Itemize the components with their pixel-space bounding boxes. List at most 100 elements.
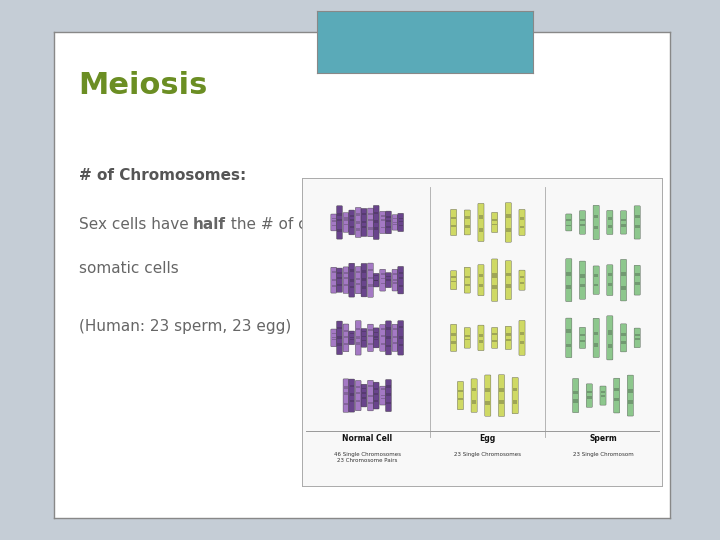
FancyBboxPatch shape (634, 206, 640, 239)
FancyBboxPatch shape (356, 207, 361, 238)
FancyBboxPatch shape (464, 210, 470, 235)
Bar (344, 276, 348, 279)
FancyBboxPatch shape (451, 325, 456, 352)
FancyBboxPatch shape (343, 213, 348, 232)
Bar (344, 392, 348, 395)
Bar (485, 401, 490, 405)
FancyBboxPatch shape (593, 266, 599, 294)
Bar (621, 286, 626, 290)
FancyBboxPatch shape (464, 328, 470, 348)
Bar (600, 391, 606, 393)
FancyBboxPatch shape (380, 211, 386, 233)
Text: Meiosis: Meiosis (78, 71, 208, 100)
Bar (492, 340, 497, 342)
Bar (492, 273, 497, 278)
Bar (506, 214, 510, 218)
FancyBboxPatch shape (386, 273, 392, 288)
Bar (399, 218, 403, 219)
Bar (344, 272, 348, 274)
FancyBboxPatch shape (505, 261, 511, 300)
Bar (361, 278, 366, 281)
Bar (393, 224, 397, 225)
Bar (506, 334, 510, 336)
Bar (580, 284, 585, 287)
FancyBboxPatch shape (361, 384, 366, 407)
Bar (492, 333, 497, 334)
Bar (380, 215, 384, 217)
Bar (393, 282, 397, 284)
Bar (344, 217, 348, 219)
Bar (361, 388, 366, 389)
Bar (344, 330, 348, 332)
FancyBboxPatch shape (373, 382, 379, 409)
Bar (621, 333, 626, 336)
Bar (374, 339, 379, 340)
Bar (331, 271, 336, 273)
Bar (361, 397, 366, 399)
Bar (520, 341, 524, 345)
Bar (380, 388, 384, 390)
Bar (374, 212, 379, 214)
Bar (361, 336, 366, 338)
Bar (356, 342, 360, 345)
Bar (399, 285, 403, 287)
Bar (331, 220, 336, 221)
Bar (520, 217, 524, 220)
FancyBboxPatch shape (373, 273, 379, 287)
FancyBboxPatch shape (336, 321, 343, 355)
FancyBboxPatch shape (634, 328, 640, 348)
Bar (350, 400, 354, 402)
Bar (380, 343, 384, 346)
FancyBboxPatch shape (580, 211, 585, 234)
Bar (393, 273, 397, 275)
Bar (393, 218, 397, 219)
FancyBboxPatch shape (367, 324, 373, 352)
Bar (374, 332, 379, 333)
FancyBboxPatch shape (492, 212, 498, 233)
Bar (513, 400, 518, 404)
Bar (368, 402, 373, 404)
Bar (380, 283, 384, 285)
FancyBboxPatch shape (336, 268, 343, 292)
Bar (621, 224, 626, 227)
FancyBboxPatch shape (348, 210, 354, 235)
FancyBboxPatch shape (361, 208, 366, 237)
Bar (368, 213, 373, 215)
Bar (386, 394, 390, 396)
Bar (356, 271, 360, 273)
FancyBboxPatch shape (607, 316, 613, 360)
Bar (356, 386, 360, 388)
FancyBboxPatch shape (330, 267, 336, 293)
Text: Egg: Egg (480, 434, 496, 443)
Bar (580, 224, 585, 226)
Bar (513, 388, 518, 391)
FancyBboxPatch shape (380, 325, 386, 351)
FancyBboxPatch shape (356, 321, 361, 355)
FancyBboxPatch shape (386, 211, 392, 234)
FancyBboxPatch shape (478, 265, 484, 296)
Bar (393, 342, 397, 345)
FancyBboxPatch shape (330, 214, 336, 231)
Bar (380, 397, 384, 399)
Bar (368, 395, 373, 397)
Bar (614, 388, 619, 391)
Bar (580, 334, 585, 336)
Bar (458, 390, 463, 393)
Bar (337, 213, 341, 215)
Bar (368, 343, 373, 345)
Bar (361, 270, 366, 273)
Bar (374, 388, 379, 389)
FancyBboxPatch shape (348, 263, 354, 297)
Bar (594, 284, 598, 287)
FancyBboxPatch shape (519, 210, 525, 235)
Bar (350, 384, 354, 387)
Bar (451, 217, 456, 219)
FancyBboxPatch shape (572, 379, 579, 413)
Bar (386, 226, 390, 228)
Bar (399, 343, 403, 346)
Bar (380, 335, 384, 338)
Bar (567, 343, 571, 347)
Bar (608, 218, 612, 220)
Bar (393, 328, 397, 330)
Bar (380, 395, 384, 396)
